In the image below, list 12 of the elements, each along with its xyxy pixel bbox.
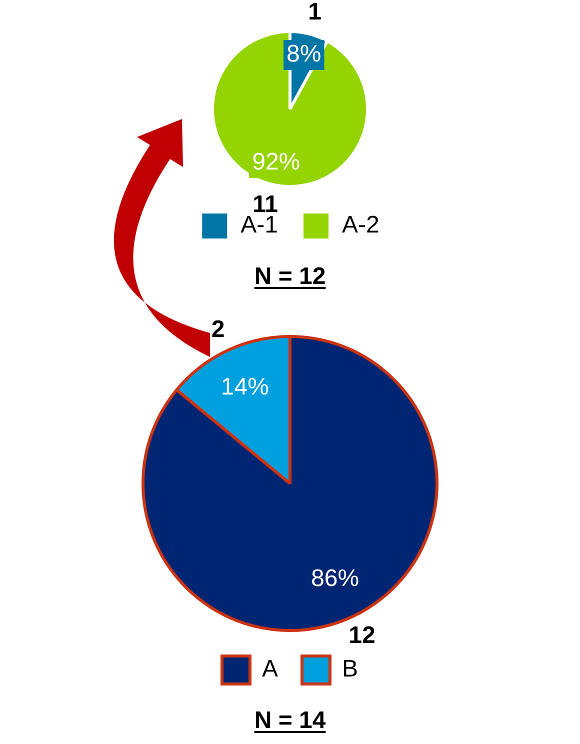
text: N = 12 (254, 263, 326, 290)
data-label: 14% (220, 373, 269, 400)
text: 1 (308, 0, 322, 26)
legend-label: B (342, 656, 358, 683)
data-label: 86% (311, 564, 360, 592)
legend-label: A-1 (240, 212, 278, 239)
text: 12 (348, 622, 376, 650)
text: N = 14 (254, 707, 326, 734)
text: 2 (211, 316, 225, 344)
data-label: 92% (252, 148, 300, 176)
legend-label: A-2 (342, 212, 380, 239)
legend-label: A (262, 656, 278, 683)
